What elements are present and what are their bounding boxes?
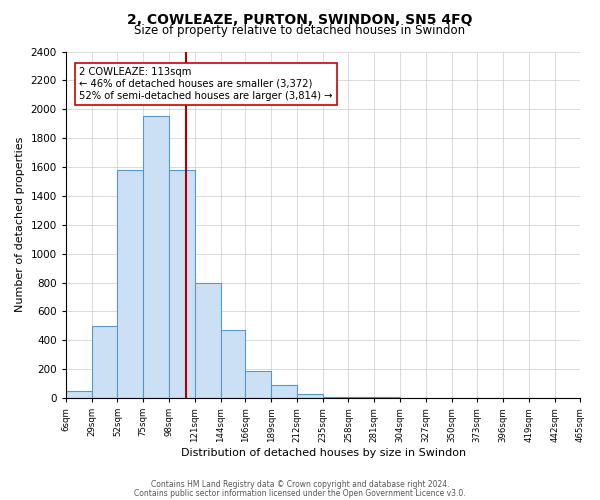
Bar (323, 396, 349, 398)
Bar (349, 396, 374, 398)
Bar (221, 330, 245, 398)
Bar (92, 326, 118, 398)
Bar (169, 170, 195, 398)
Bar (271, 385, 297, 398)
Y-axis label: Number of detached properties: Number of detached properties (15, 137, 25, 312)
Bar (297, 394, 323, 398)
Bar (143, 116, 169, 398)
Bar (245, 372, 271, 398)
Text: 2, COWLEAZE, PURTON, SWINDON, SN5 4FQ: 2, COWLEAZE, PURTON, SWINDON, SN5 4FQ (127, 12, 473, 26)
Text: 2 COWLEAZE: 113sqm
← 46% of detached houses are smaller (3,372)
52% of semi-deta: 2 COWLEAZE: 113sqm ← 46% of detached hou… (79, 68, 333, 100)
Text: Size of property relative to detached houses in Swindon: Size of property relative to detached ho… (134, 24, 466, 37)
Bar (66, 391, 92, 398)
X-axis label: Distribution of detached houses by size in Swindon: Distribution of detached houses by size … (181, 448, 466, 458)
Bar (195, 282, 221, 398)
Text: Contains public sector information licensed under the Open Government Licence v3: Contains public sector information licen… (134, 488, 466, 498)
Bar (118, 170, 143, 398)
Text: Contains HM Land Registry data © Crown copyright and database right 2024.: Contains HM Land Registry data © Crown c… (151, 480, 449, 489)
